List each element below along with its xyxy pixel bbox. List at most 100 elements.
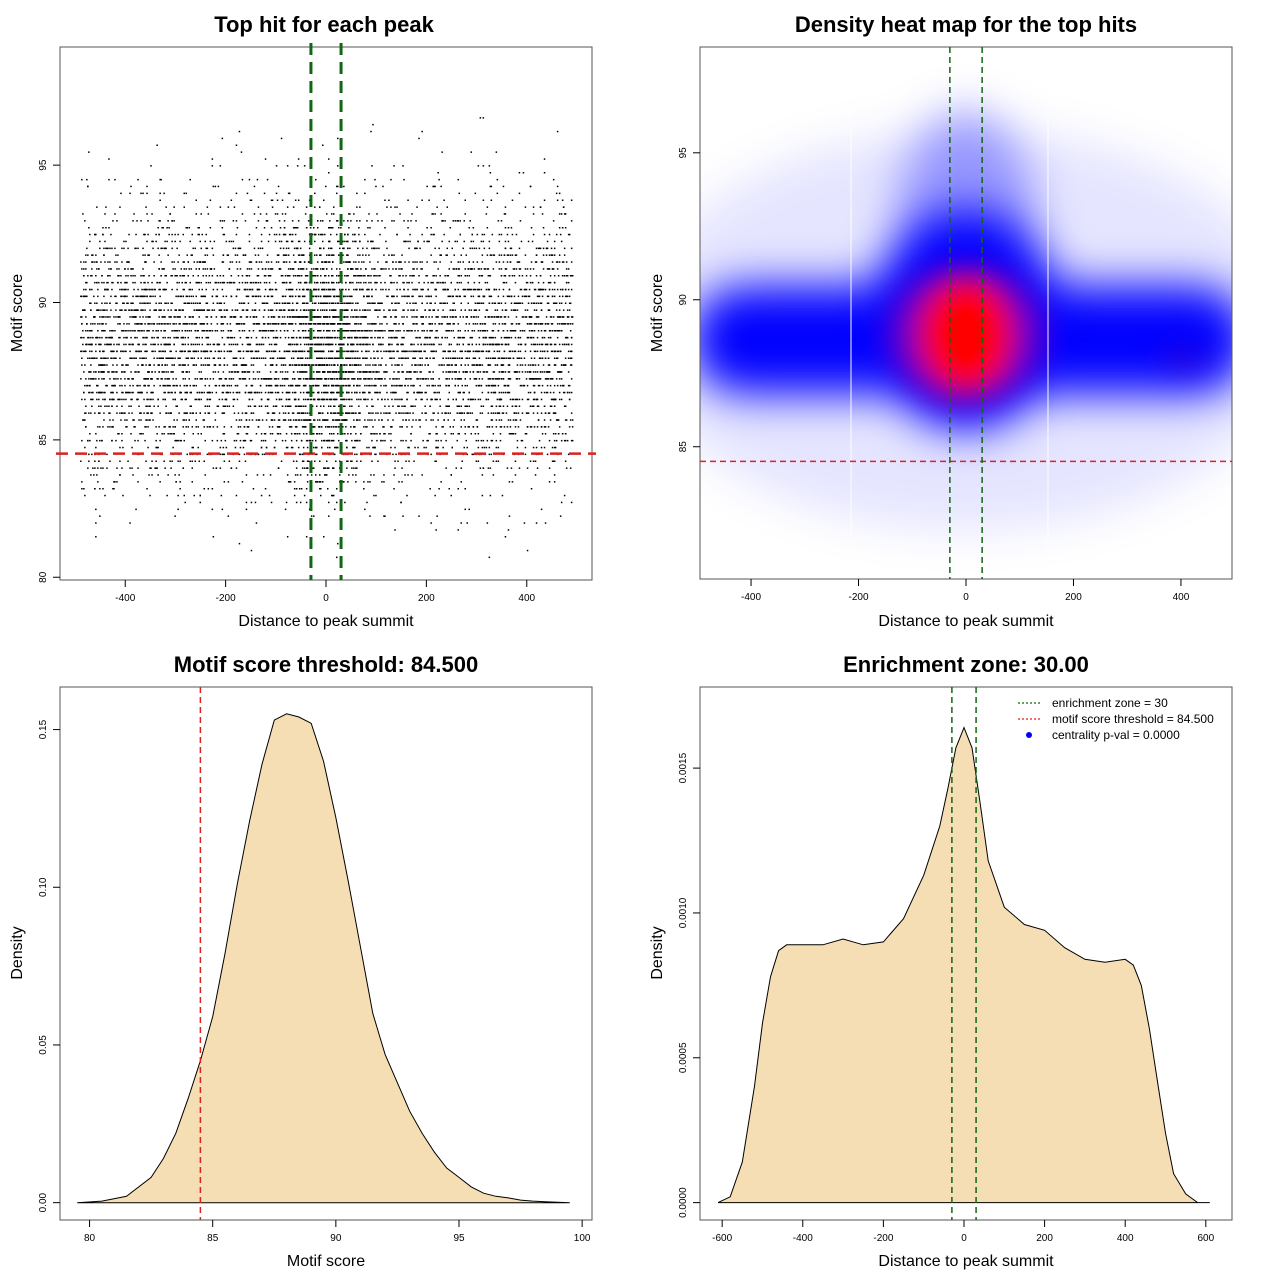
scatter-point	[508, 391, 511, 394]
scatter-point	[302, 295, 305, 298]
scatter-point	[507, 419, 510, 421]
scatter-point	[182, 288, 184, 291]
scatter-point	[86, 178, 88, 181]
scatter-point	[361, 261, 363, 263]
scatter-point	[197, 350, 199, 353]
scatter-point	[347, 240, 349, 243]
scatter-point	[519, 364, 522, 366]
scatter-point	[193, 364, 195, 366]
scatter-point	[162, 336, 164, 339]
scatter-point	[479, 330, 482, 332]
scatter-point	[307, 364, 310, 366]
scatter-point	[178, 330, 180, 332]
scatter-point	[291, 446, 294, 449]
scatter-point	[241, 275, 244, 277]
scatter-point	[502, 288, 505, 291]
scatter-point	[298, 371, 301, 373]
scatter-point	[108, 371, 110, 373]
scatter-point	[299, 474, 302, 476]
scatter-point	[164, 426, 166, 428]
scatter-point	[385, 364, 387, 366]
scatter-point	[170, 391, 172, 394]
scatter-point	[382, 185, 384, 188]
scatter-point	[260, 494, 263, 497]
scatter-point	[400, 261, 402, 263]
scatter-point	[410, 384, 412, 387]
scatter-point	[346, 391, 348, 394]
scatter-point	[238, 391, 241, 394]
scatter-point	[264, 275, 267, 277]
scatter-point	[179, 488, 181, 490]
scatter-point	[402, 439, 404, 442]
scatter-point	[289, 419, 292, 421]
scatter-point	[434, 302, 436, 304]
scatter-point	[104, 309, 106, 311]
scatter-point	[257, 275, 260, 277]
scatter-point	[417, 391, 419, 394]
scatter-point	[236, 371, 239, 373]
scatter-point	[244, 281, 247, 284]
scatter-point	[318, 316, 320, 318]
scatter-point	[271, 295, 274, 298]
scatter-point	[198, 336, 200, 339]
scatter-point	[100, 343, 102, 346]
scatter-point	[219, 364, 222, 366]
scatter-point	[300, 364, 303, 366]
scatter-point	[331, 227, 333, 229]
scatter-point	[89, 240, 91, 243]
scatter-point	[394, 460, 396, 462]
scatter-point	[360, 433, 362, 435]
scatter-point	[463, 220, 465, 222]
scatter-point	[304, 364, 307, 366]
scatter-point	[532, 398, 535, 401]
scatter-point	[548, 481, 551, 483]
scatter-point	[182, 343, 184, 346]
scatter-point	[395, 336, 397, 339]
scatter-point	[181, 309, 183, 311]
scatter-point	[544, 288, 547, 291]
scatter-point	[278, 240, 281, 243]
scatter-point	[553, 343, 556, 346]
scatter-point	[305, 336, 308, 339]
scatter-point	[556, 419, 559, 421]
scatter-point	[211, 391, 214, 394]
scatter-point	[310, 268, 313, 270]
scatter-point	[186, 295, 188, 298]
scatter-point	[314, 309, 316, 311]
scatter-point	[149, 309, 151, 311]
scatter-point	[365, 364, 367, 366]
scatter-point	[419, 261, 421, 263]
scatter-point	[564, 405, 567, 407]
scatter-point	[271, 433, 274, 435]
scatter-point	[123, 336, 125, 339]
scatter-point	[406, 281, 408, 284]
scatter-point	[303, 261, 306, 263]
scatter-point	[241, 412, 244, 414]
scatter-point	[500, 371, 503, 373]
scatter-point	[391, 426, 393, 428]
scatter-point	[410, 439, 412, 442]
scatter-point	[463, 412, 465, 414]
scatter-point	[263, 295, 266, 298]
scatter-point	[192, 275, 194, 277]
scatter-point	[474, 323, 477, 325]
scatter-point	[368, 384, 370, 387]
scatter-point	[490, 391, 493, 394]
scatter-point	[375, 391, 377, 394]
scatter-point	[319, 247, 321, 250]
scatter-point	[416, 391, 418, 394]
scatter-point	[268, 275, 271, 277]
scatter-point	[260, 439, 263, 442]
scatter-point	[327, 467, 329, 469]
scatter-point	[274, 213, 277, 215]
scatter-point	[545, 371, 548, 373]
scatter-point	[374, 336, 376, 339]
scatter-point	[230, 371, 233, 373]
scatter-point	[159, 309, 161, 311]
scatter-point	[306, 419, 309, 421]
scatter-point	[95, 371, 97, 373]
scatter-point	[446, 302, 448, 304]
scatter-point	[544, 426, 547, 428]
scatter-point	[359, 336, 361, 339]
